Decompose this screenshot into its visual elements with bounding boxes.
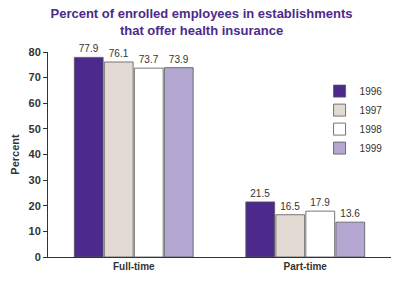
svg-text:1998: 1998 <box>360 124 383 135</box>
svg-text:Percent: Percent <box>9 134 21 175</box>
svg-text:80: 80 <box>29 46 41 58</box>
svg-text:50: 50 <box>29 123 41 135</box>
svg-text:77.9: 77.9 <box>79 43 99 54</box>
svg-text:40: 40 <box>29 148 41 160</box>
svg-text:60: 60 <box>29 97 41 109</box>
svg-text:0: 0 <box>35 251 41 263</box>
svg-text:Part-time: Part-time <box>284 261 328 272</box>
svg-text:Percent of enrolled employees: Percent of enrolled employees in establi… <box>51 6 353 38</box>
svg-text:73.9: 73.9 <box>169 54 189 65</box>
svg-text:10: 10 <box>29 225 41 237</box>
svg-text:Full-time: Full-time <box>113 261 155 272</box>
svg-text:1996: 1996 <box>360 86 383 97</box>
svg-text:17.9: 17.9 <box>310 197 330 208</box>
svg-text:21.5: 21.5 <box>250 188 270 199</box>
svg-text:70: 70 <box>29 71 41 83</box>
svg-text:30: 30 <box>29 174 41 186</box>
svg-text:1997: 1997 <box>360 105 383 116</box>
svg-text:20: 20 <box>29 200 41 212</box>
svg-text:73.7: 73.7 <box>139 54 159 65</box>
svg-text:1999: 1999 <box>360 143 383 154</box>
svg-text:16.5: 16.5 <box>280 201 300 212</box>
svg-text:13.6: 13.6 <box>340 208 360 219</box>
svg-text:76.1: 76.1 <box>109 48 129 59</box>
